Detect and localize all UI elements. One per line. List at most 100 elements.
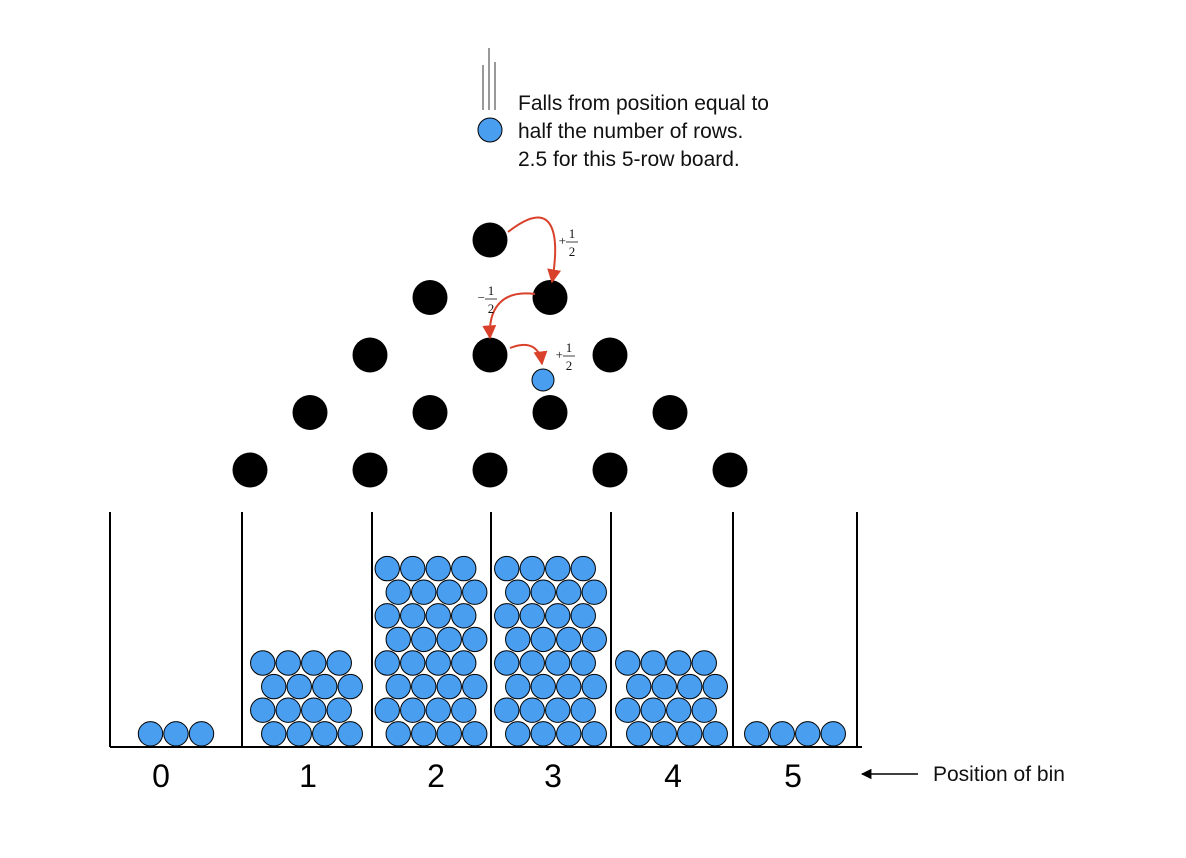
peg <box>412 395 448 430</box>
bin-ball <box>640 697 666 723</box>
bin-ball <box>261 721 287 747</box>
bin-ball <box>425 697 451 723</box>
bin-ball <box>275 650 301 676</box>
bin-ball <box>615 650 641 676</box>
bin-ball <box>301 697 327 723</box>
bin-ball <box>581 626 607 653</box>
bin-ball <box>530 721 556 747</box>
step-label: + 1 2 <box>556 340 575 373</box>
step-numerator: 1 <box>569 226 576 241</box>
step-sign: − <box>478 290 485 305</box>
bin-ball <box>436 626 462 653</box>
bin-ball <box>385 626 411 653</box>
bin-ball <box>374 555 400 582</box>
bin-ball <box>505 673 531 700</box>
peg <box>472 452 508 488</box>
bin-ball <box>451 697 477 723</box>
step-numerator: 1 <box>566 340 573 355</box>
falling-ball-group <box>477 48 503 143</box>
bin-ball <box>651 673 677 700</box>
bin-ball <box>374 697 400 723</box>
bin-ball <box>691 650 717 676</box>
bin-ball <box>570 697 596 723</box>
caption-line: 2.5 for this 5-row board. <box>518 148 740 171</box>
bin-ball <box>451 555 477 582</box>
peg <box>532 395 568 430</box>
step-arrow <box>482 292 536 340</box>
bin-balls <box>137 555 846 747</box>
bin-ball <box>677 673 703 700</box>
bin-ball <box>326 650 352 676</box>
bin-ball <box>505 579 531 605</box>
bin-ball <box>545 650 571 676</box>
bin-ball <box>581 673 607 700</box>
bin-ball <box>462 721 488 747</box>
peg-array <box>232 222 748 488</box>
bin-ball <box>374 650 400 676</box>
bin-ball <box>385 673 411 700</box>
bin-ball <box>436 721 462 747</box>
bin-ball <box>451 603 477 629</box>
bin-ball <box>425 650 451 676</box>
bin-label-1: 1 <box>299 758 317 794</box>
bin-ball <box>666 650 692 676</box>
step-arrow <box>507 216 562 284</box>
bin-ball <box>312 721 338 747</box>
bin-ball <box>651 721 677 747</box>
peg <box>592 337 628 373</box>
bin-ball <box>326 697 352 723</box>
bin-ball <box>615 697 641 723</box>
step-arrow <box>509 343 548 366</box>
peg <box>292 395 328 430</box>
step-sign: + <box>556 347 563 362</box>
bin-ball <box>581 579 607 605</box>
caption-line: half the number of rows. <box>518 120 743 143</box>
peg <box>472 337 508 373</box>
step-numerator: 1 <box>488 283 495 298</box>
bin-ball <box>385 721 411 747</box>
bin-ball <box>286 721 312 747</box>
bin-ball <box>530 626 556 653</box>
bin-ball <box>462 673 488 700</box>
peg <box>532 280 568 315</box>
bin-ball <box>744 721 770 747</box>
bin-ball <box>462 626 488 653</box>
bin-ball <box>530 673 556 700</box>
bin-ball <box>545 555 571 582</box>
bin-ball <box>570 555 596 582</box>
bin-label-4: 4 <box>664 758 682 794</box>
bin-ball <box>337 673 363 700</box>
bin-position-label: Position of bin <box>933 763 1065 786</box>
bin-ball <box>250 650 276 676</box>
bin-ball <box>820 721 846 747</box>
peg <box>652 395 688 430</box>
bin-ball <box>626 721 652 747</box>
bin-ball <box>505 626 531 653</box>
bin-ball <box>411 626 437 653</box>
step-sign: + <box>559 233 566 248</box>
bin-ball <box>640 650 666 676</box>
path-arrows <box>482 216 562 366</box>
bin-ball <box>666 697 692 723</box>
bin-ball <box>581 721 607 747</box>
bin-ball <box>702 673 728 700</box>
bin-ball <box>519 650 545 676</box>
bin-walls <box>109 512 858 747</box>
bin-ball <box>570 650 596 676</box>
bin-ball <box>494 603 520 629</box>
bin-ball <box>494 650 520 676</box>
bouncing-ball <box>531 368 555 392</box>
bin-ball <box>286 673 312 700</box>
bin-ball <box>188 721 215 747</box>
step-denominator: 2 <box>566 358 573 373</box>
bin-ball <box>570 603 596 629</box>
bin-ball <box>425 603 451 629</box>
bin-ball <box>275 697 301 723</box>
bin-ball <box>425 555 451 582</box>
bin-ball <box>261 673 287 700</box>
bin-ball <box>374 603 400 629</box>
caption-line: Falls from position equal to <box>518 92 769 115</box>
bin-ball <box>556 579 582 605</box>
bin-ball <box>301 650 327 676</box>
bin-ball <box>545 603 571 629</box>
